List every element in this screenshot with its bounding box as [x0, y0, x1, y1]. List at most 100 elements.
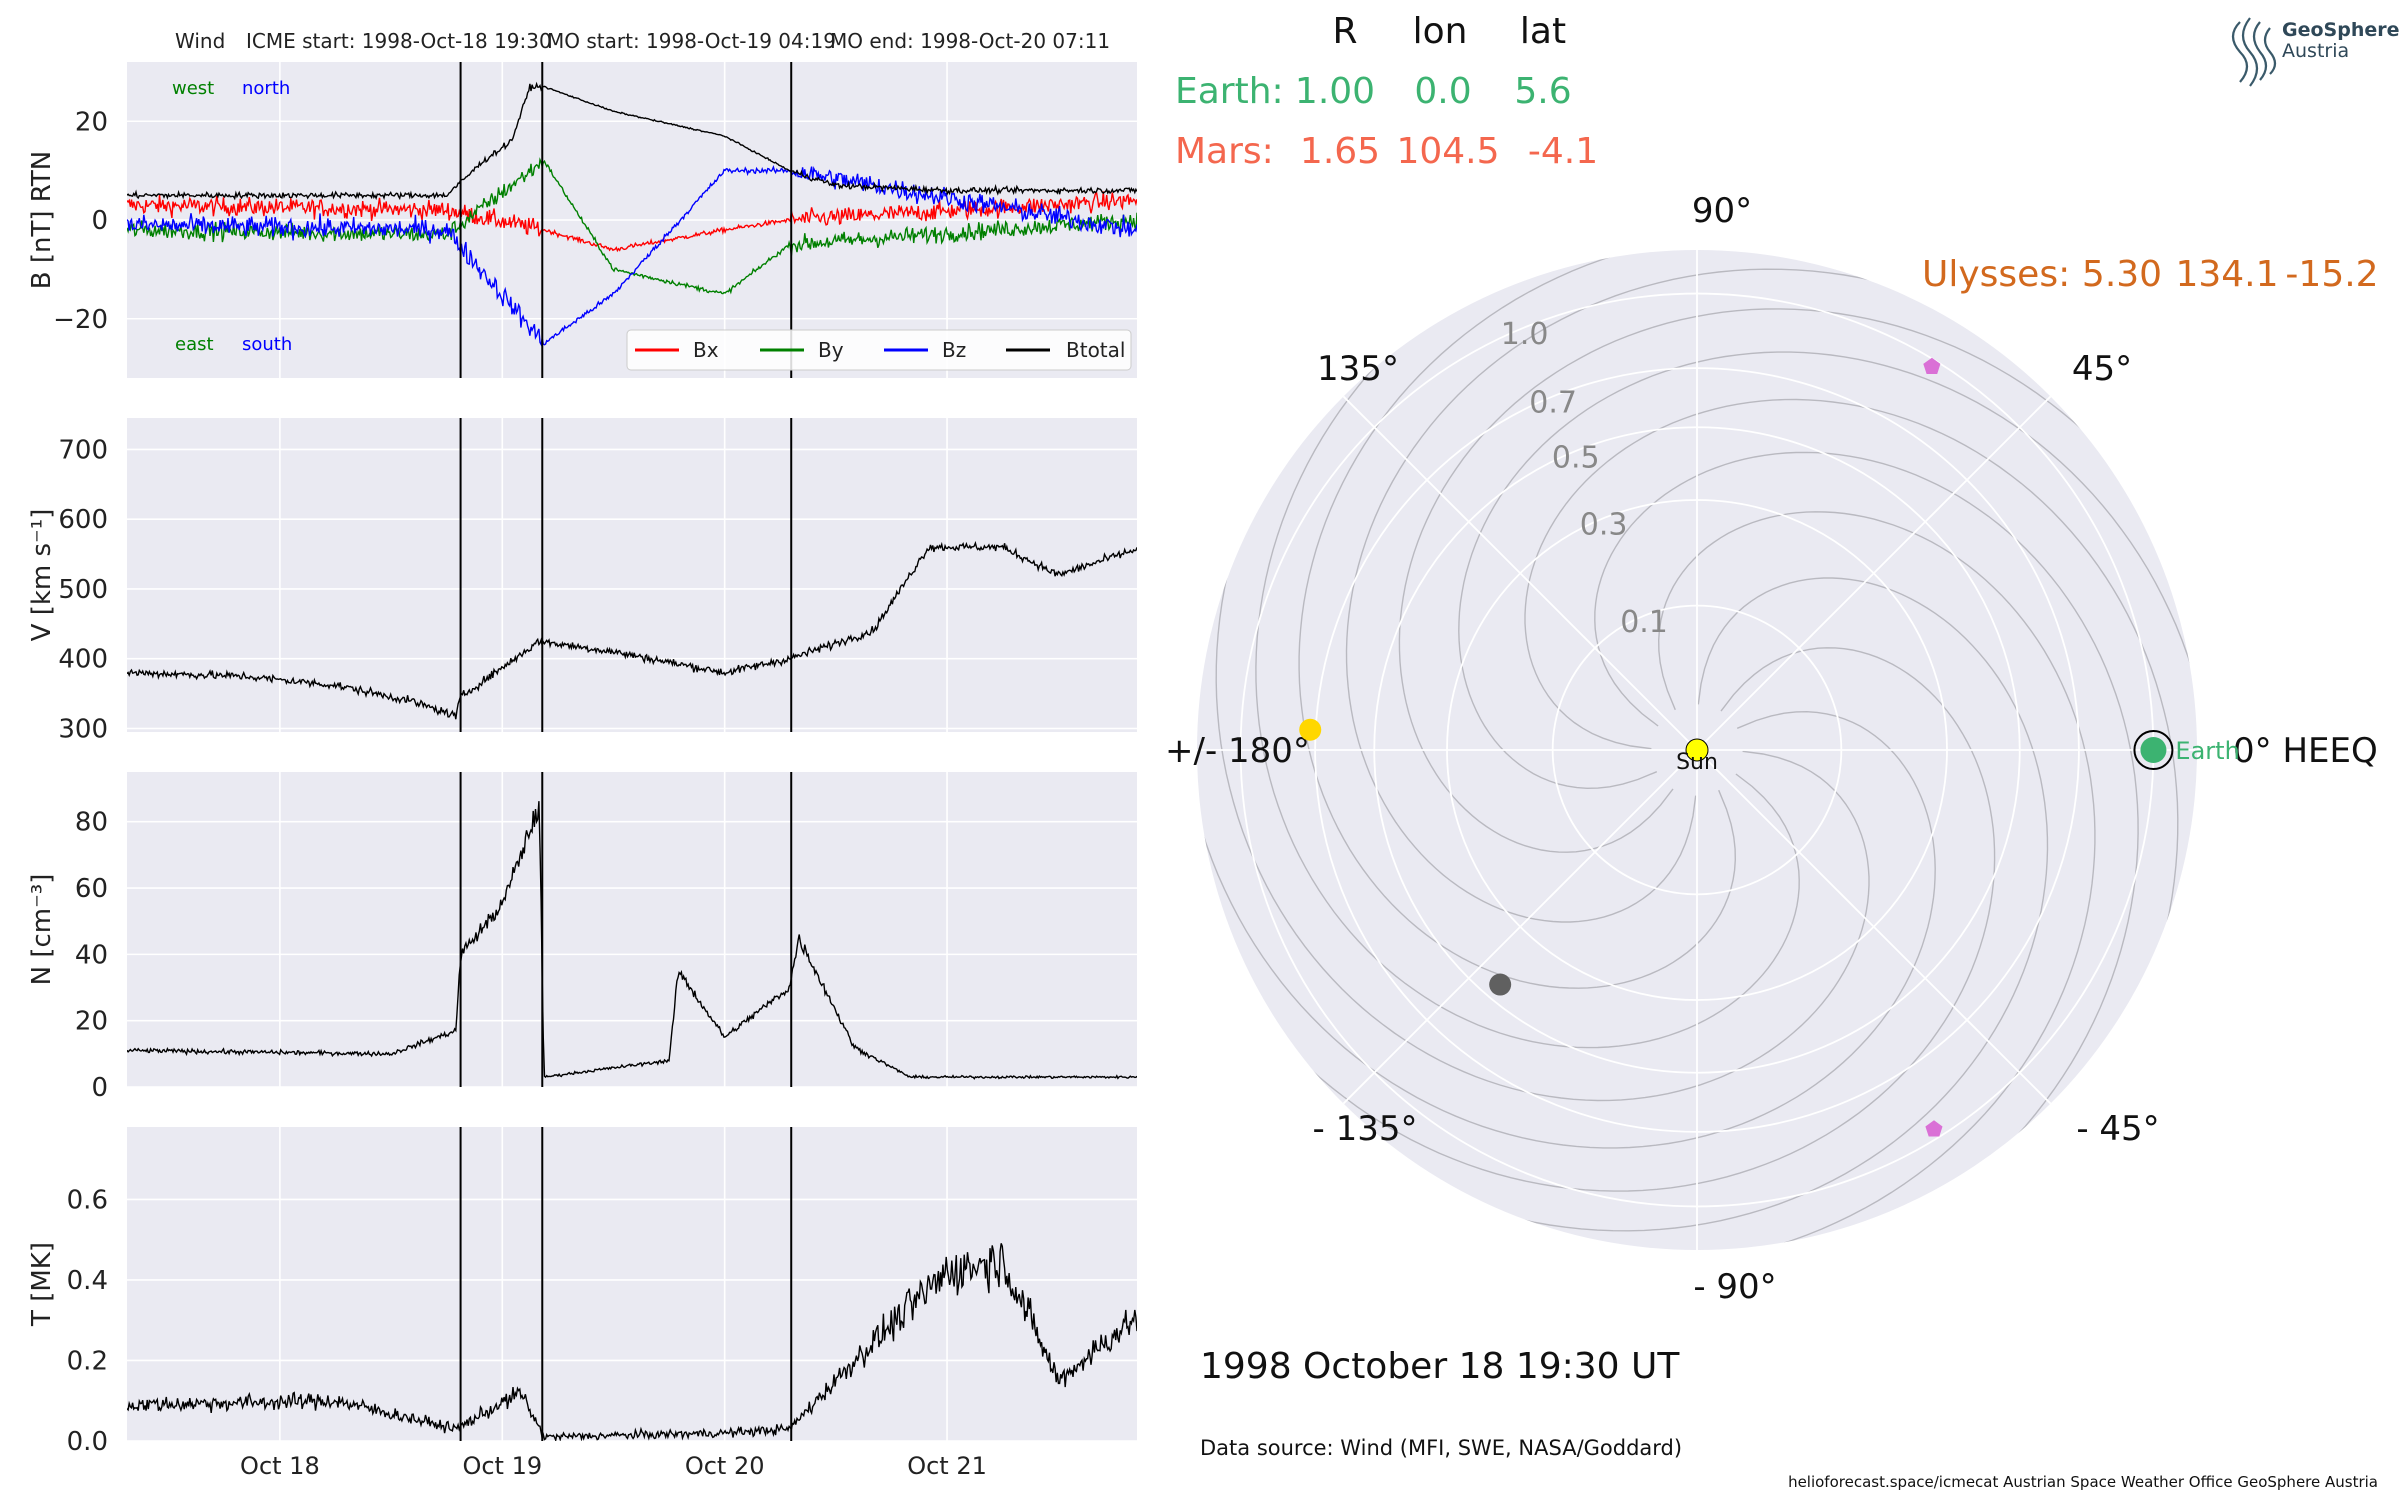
radial-tick-label: 0.1: [1620, 605, 1668, 640]
ulysses-row-lat: -15.2: [2285, 254, 2378, 295]
y-tick-label: 40: [75, 940, 108, 970]
panel-4: 0.6 0.4 0.2 0.0 T [MK] Oct 18 Oct 19 Oct 20 Oct …: [27, 1127, 1137, 1480]
y-tick-label: 0: [91, 1073, 108, 1103]
ulysses-row-lon: 134.1: [2175, 254, 2278, 295]
radial-tick-label: 0.7: [1529, 386, 1577, 421]
y-tick-label: 0.0: [67, 1427, 108, 1457]
series-by-line: [127, 157, 1137, 295]
x-tick-label: Oct 20: [685, 1452, 765, 1480]
series-n-line: [127, 801, 1137, 1080]
y-tick-label: 400: [58, 645, 108, 675]
angular-gridline: [1696, 395, 2052, 751]
legend-frame: [626, 329, 1132, 371]
earth-ring: [2133, 730, 2174, 770]
angle-label: 0° HEEQ: [2233, 731, 2378, 771]
x-tick-label: Oct 18: [240, 1452, 320, 1480]
time-series-panels: 20 0 −20 B [nT] RTN west north east south Bx By Bz…: [27, 62, 1137, 1480]
geosphere-logo: GeoSphere Austria: [2231, 17, 2400, 87]
y-tick-label: 0.6: [67, 1185, 108, 1215]
series-btotal-line: [127, 81, 1137, 201]
mars-row-name: Mars:: [1175, 131, 1274, 172]
legend: Bx By Bz Btotal: [626, 329, 1132, 371]
series-bz-line: [127, 165, 1137, 347]
position-table: R lon lat Earth: 1.00 0.0 5.6 Mars: 1.65…: [1175, 11, 2379, 295]
y-tick-label: 20: [75, 107, 108, 137]
panel-2: 700 600 500 400 300 V [km s⁻¹]: [27, 418, 1137, 745]
footer-text: helioforecast.space/icmecat Austrian Spa…: [1788, 1473, 2378, 1491]
angular-gridline: [1342, 395, 1698, 751]
legend-label-bx: Bx: [693, 338, 719, 362]
radial-tick-label: 0.3: [1580, 508, 1628, 543]
parker-spiral-line: [1596, 511, 2096, 1250]
angle-label: 135°: [1317, 349, 1399, 389]
mars-row-lat: -4.1: [1528, 131, 1598, 172]
parker-spiral-line: [1215, 404, 1870, 1102]
parker-spiral-line: [1298, 250, 1798, 989]
annotation-north: north: [242, 78, 290, 99]
x-tick-label: Oct 19: [462, 1452, 542, 1480]
column-lat: lat: [1520, 11, 1566, 52]
angular-gridline: [1342, 749, 1698, 1105]
mars-row-lon: 104.5: [1396, 131, 1499, 172]
radial-tick-label: 1.0: [1501, 317, 1549, 352]
y-tick-label: 500: [58, 575, 108, 605]
column-r: R: [1332, 11, 1357, 52]
parker-spiral-line: [1345, 268, 2043, 923]
y-tick-label: 0: [91, 206, 108, 236]
logo-text-line2: Austria: [2282, 40, 2349, 62]
earth-row-lat: 5.6: [1514, 71, 1571, 112]
y-tick-label: 0.2: [67, 1346, 108, 1376]
y-tick-label: 300: [58, 715, 108, 745]
y-tick-label: 60: [75, 874, 108, 904]
y-tick-label: −20: [53, 305, 108, 335]
ulysses-row-name: Ulysses:: [1922, 254, 2070, 295]
y-tick-label: 20: [75, 1007, 108, 1037]
series-t-line: [127, 1243, 1137, 1441]
angular-gridline: [1696, 749, 2052, 1105]
mo-end-label: MO end: 1998-Oct-20 07:11: [830, 29, 1110, 53]
spacecraft-label: Wind: [175, 29, 225, 53]
angle-label: - 135°: [1313, 1109, 1418, 1149]
angle-label: - 90°: [1693, 1267, 1776, 1307]
earth-marker: [2140, 737, 2167, 763]
y-tick-label: 0.4: [67, 1266, 108, 1296]
legend-label-bz: Bz: [942, 338, 966, 362]
y-axis-label: B [nT] RTN: [27, 151, 57, 290]
planet-marker: [1489, 973, 1512, 996]
earth-label: Earth: [2175, 737, 2239, 765]
parker-spiral-line: [1198, 647, 1996, 1192]
annotation-south: south: [242, 334, 292, 355]
parker-spiral-line: [1594, 451, 2139, 1249]
parker-spiral-line: [1351, 577, 2049, 1232]
panel-1: 20 0 −20 B [nT] RTN west north east south Bx By Bz…: [27, 62, 1137, 378]
y-axis-label: V [km s⁻¹]: [27, 509, 57, 642]
parker-spiral-line: [1255, 251, 1800, 1049]
parker-spiral-line: [1524, 398, 2179, 1096]
panel-background: [127, 1127, 1137, 1441]
panel-3: 80 60 40 20 0 N [cm⁻³]: [27, 772, 1137, 1103]
earth-row-lon: 0.0: [1414, 71, 1471, 112]
legend-label-by: By: [818, 338, 844, 362]
sun-marker: [1685, 738, 1709, 762]
mars-row-r: 1.65: [1300, 131, 1380, 172]
y-axis-label: T [MK]: [27, 1242, 57, 1327]
radial-tick-label: 0.5: [1552, 440, 1600, 475]
parker-spiral-line: [1398, 308, 2196, 853]
y-tick-label: 600: [58, 505, 108, 535]
y-tick-label: 700: [58, 435, 108, 465]
x-tick-label: Oct 21: [907, 1452, 987, 1480]
annotation-west: west: [172, 78, 214, 99]
data-source-text: Data source: Wind (MFI, SWE, NASA/Goddar…: [1200, 1436, 1682, 1460]
polar-position-plot: 0.1 0.3 0.5 0.7 1.0 90° 45° 0° HEEQ - 45° - 90° - …: [1165, 191, 2378, 1307]
series-bx-line: [127, 191, 1137, 253]
sun-label: Sun: [1676, 750, 1718, 775]
angle-label: 45°: [2072, 349, 2132, 389]
angle-label: - 45°: [2076, 1109, 2159, 1149]
parker-spiral-line: [1197, 649, 1936, 1149]
logo-mark-icon: [2231, 17, 2277, 87]
angle-label: 90°: [1692, 191, 1752, 231]
ulysses-row-r: 5.30: [2082, 254, 2162, 295]
icme-start-label: ICME start: 1998-Oct-18 19:30: [246, 29, 552, 53]
date-text: 1998 October 18 19:30 UT: [1200, 1346, 1680, 1387]
